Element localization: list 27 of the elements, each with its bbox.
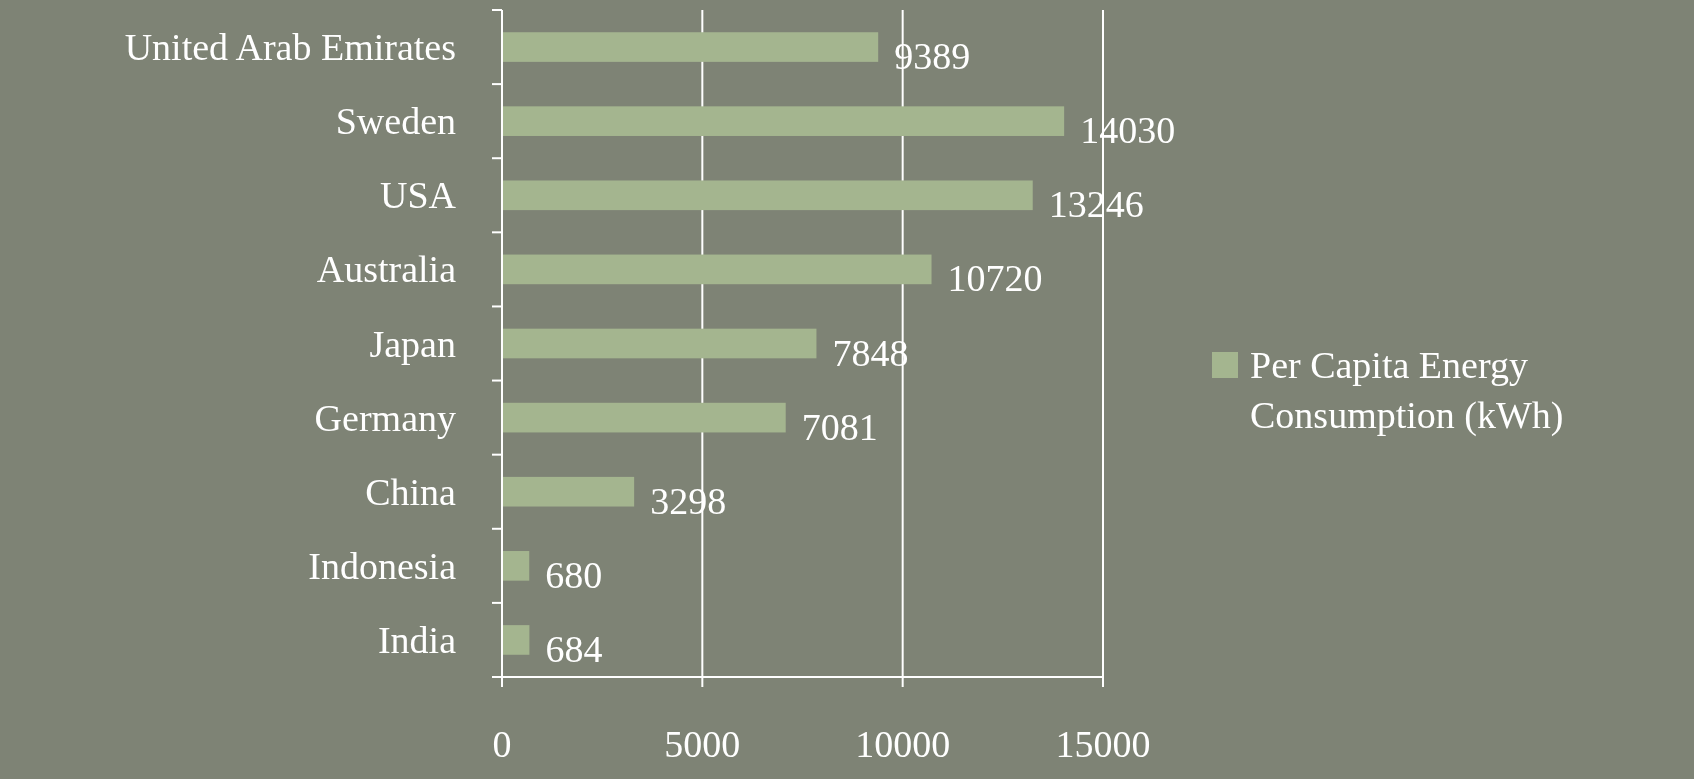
- data-label: 684: [545, 627, 603, 670]
- bar: [502, 402, 786, 433]
- y-tick-label: Germany: [314, 396, 456, 439]
- y-tick-label: China: [365, 470, 457, 513]
- bar: [502, 106, 1065, 136]
- data-label: 10720: [947, 257, 1043, 300]
- bar: [502, 254, 932, 285]
- bar: [502, 476, 635, 507]
- bar: [502, 551, 530, 581]
- bar: [502, 180, 1033, 211]
- y-tick-label: Japan: [369, 322, 456, 365]
- y-tick-label: United Arab Emirates: [124, 26, 456, 69]
- x-tick-label: 5000: [664, 723, 741, 765]
- x-tick-label: 10000: [855, 723, 951, 765]
- y-tick-label: Sweden: [335, 100, 456, 143]
- data-label: 680: [545, 553, 603, 596]
- bar: [502, 32, 879, 62]
- legend-label: Per Capita Energy Consumption (kWh): [1250, 344, 1564, 437]
- bar: [502, 328, 817, 359]
- y-tick-label: USA: [379, 174, 457, 217]
- y-tick-label: Indonesia: [308, 544, 457, 587]
- y-tick-label: India: [377, 618, 457, 661]
- y-tick-label: Australia: [316, 248, 457, 291]
- x-tick-label: 0: [492, 723, 512, 765]
- data-label: 7081: [801, 405, 878, 448]
- x-tick-label: 15000: [1055, 723, 1151, 765]
- bar: [502, 625, 530, 655]
